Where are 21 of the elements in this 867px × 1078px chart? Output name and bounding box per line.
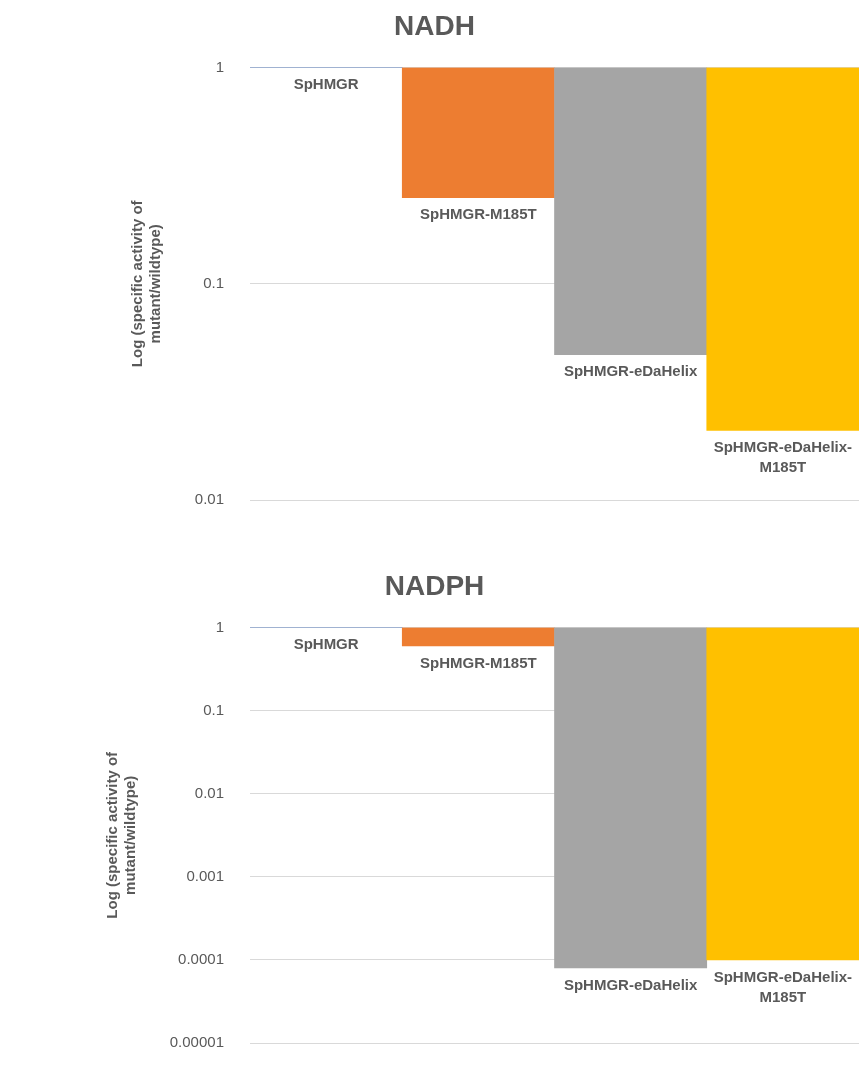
x-tick-label: SpHMGR-M185T	[420, 205, 537, 223]
y-tick-label: 0.001	[186, 866, 224, 884]
chart-title: NADH	[394, 9, 475, 41]
y-axis-title: Log (specific activity of mutant/wildtype)	[102, 750, 138, 919]
y-tick-label: 0.1	[203, 700, 224, 718]
y-tick-label: 1	[215, 617, 224, 635]
y-tick-label: 1	[215, 57, 224, 75]
y-tick-label: 0.1	[203, 273, 224, 291]
x-tick-label: SpHMGR-eDaHelix-M185T	[713, 437, 853, 475]
y-tick-label: 0.01	[194, 783, 224, 801]
x-tick-label: SpHMGR-eDaHelix	[563, 975, 698, 993]
x-tick-label: SpHMGR-eDaHelix-M185T	[713, 967, 853, 1005]
x-tick-label: SpHMGR-M185T	[420, 653, 537, 671]
y-tick-label: 0.01	[194, 490, 224, 508]
y-tick-label: 0.00001	[169, 1033, 224, 1051]
y-axis-title: Log (specific activity of mutant/wildtype)	[127, 199, 163, 368]
chart-title: NADPH	[384, 569, 485, 601]
x-tick-label: SpHMGR-eDaHelix	[563, 362, 698, 380]
x-tick-label: SpHMGR	[293, 75, 359, 93]
x-tick-label: SpHMGR	[293, 635, 359, 653]
y-tick-label: 0.0001	[178, 950, 224, 968]
